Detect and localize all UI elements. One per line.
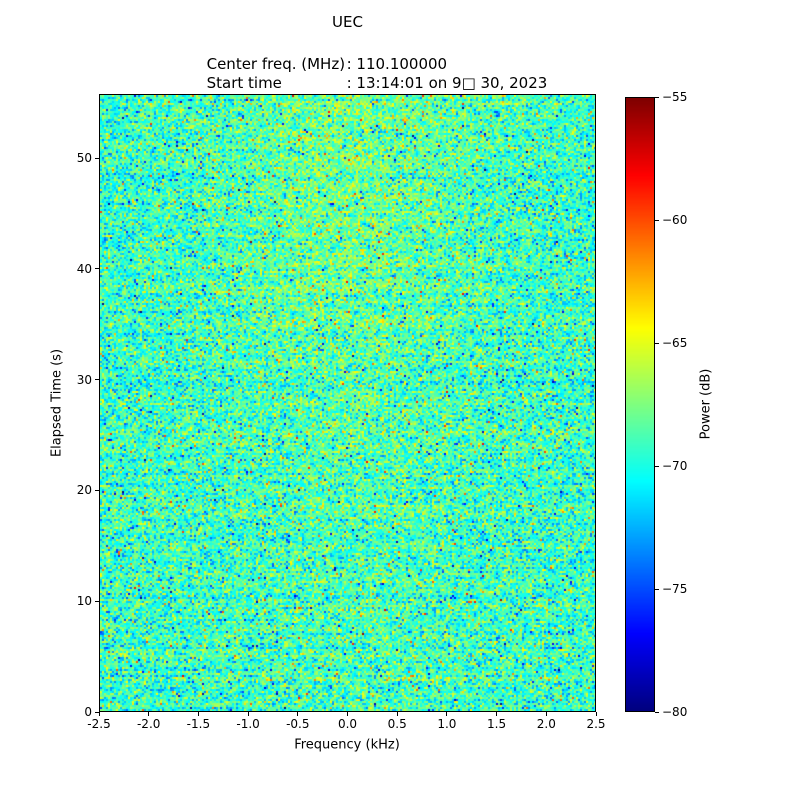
colorbar-tick-label: −75	[662, 582, 688, 596]
colorbar-tick-mark	[655, 711, 659, 713]
colorbar-gradient	[626, 98, 654, 711]
x-tick-mark	[148, 712, 150, 716]
y-axis-label: Elapsed Time (s)	[49, 348, 65, 458]
param-start-time: Start time : 13:14:01 on 9□ 30, 2023	[178, 55, 548, 92]
y-tick-label: 30	[76, 372, 92, 387]
colorbar	[625, 97, 655, 712]
colorbar-tick-mark	[655, 219, 659, 221]
y-tick-label: 40	[76, 261, 92, 276]
y-tick-label: 0	[84, 705, 92, 719]
param-center-freq-value: : 110.100000	[346, 55, 448, 73]
colorbar-tick-mark	[655, 96, 659, 98]
x-tick-mark	[396, 712, 398, 716]
spectrogram-heatmap	[100, 95, 595, 711]
x-tick-label: 0.5	[387, 717, 407, 731]
x-tick-mark	[197, 712, 199, 716]
colorbar-tick-label: −60	[662, 213, 688, 227]
x-tick-label: -1.0	[236, 717, 260, 731]
x-tick-mark	[297, 712, 299, 716]
colorbar-tick-mark	[655, 588, 659, 590]
x-tick-label: -1.5	[186, 717, 211, 731]
x-tick-mark	[98, 712, 100, 716]
colorbar-tick-label: −70	[662, 459, 688, 473]
y-tick-mark	[95, 489, 99, 491]
x-tick-label: 1.5	[487, 717, 507, 731]
y-tick-label: 50	[76, 151, 92, 166]
x-tick-mark	[247, 712, 249, 716]
colorbar-label: Power (dB)	[698, 368, 714, 440]
param-start-time-value: : 13:14:01 on 9□ 30, 2023	[346, 74, 548, 92]
x-tick-label: -0.5	[286, 717, 310, 731]
y-tick-mark	[95, 268, 99, 270]
y-tick-label: 20	[76, 483, 92, 498]
x-tick-mark	[595, 712, 597, 716]
x-tick-mark	[545, 712, 547, 716]
colorbar-tick-label: −80	[662, 705, 688, 719]
x-tick-label: 0.0	[337, 717, 358, 731]
colorbar-tick-mark	[655, 342, 659, 344]
x-tick-mark	[446, 712, 448, 716]
x-axis-label: Frequency (kHz)	[294, 737, 400, 753]
x-tick-label: 2.5	[586, 717, 606, 731]
x-tick-label: 1.0	[437, 717, 457, 731]
y-tick-mark	[95, 157, 99, 159]
param-center-freq-label: Center freq. (MHz)	[206, 55, 346, 73]
chart-subtitle-params: Center freq. (MHz): 110.100000 Start tim…	[178, 36, 548, 111]
x-tick-mark	[347, 712, 348, 716]
colorbar-tick-label: −65	[662, 336, 688, 350]
x-tick-label: -2.0	[136, 717, 161, 731]
y-tick-mark	[95, 711, 99, 713]
spectrogram-plot-area	[99, 94, 596, 712]
y-tick-mark	[95, 600, 99, 602]
param-center-freq: Center freq. (MHz): 110.100000	[178, 36, 547, 73]
chart-title: UEC	[332, 13, 363, 31]
x-tick-label: 2.0	[536, 717, 556, 731]
x-tick-label: -2.5	[87, 717, 111, 731]
x-tick-mark	[496, 712, 498, 716]
param-start-time-label: Start time	[206, 74, 282, 92]
colorbar-tick-label: −55	[662, 90, 688, 104]
y-tick-label: 10	[76, 594, 92, 609]
colorbar-tick-mark	[655, 465, 659, 467]
y-tick-mark	[95, 379, 99, 381]
